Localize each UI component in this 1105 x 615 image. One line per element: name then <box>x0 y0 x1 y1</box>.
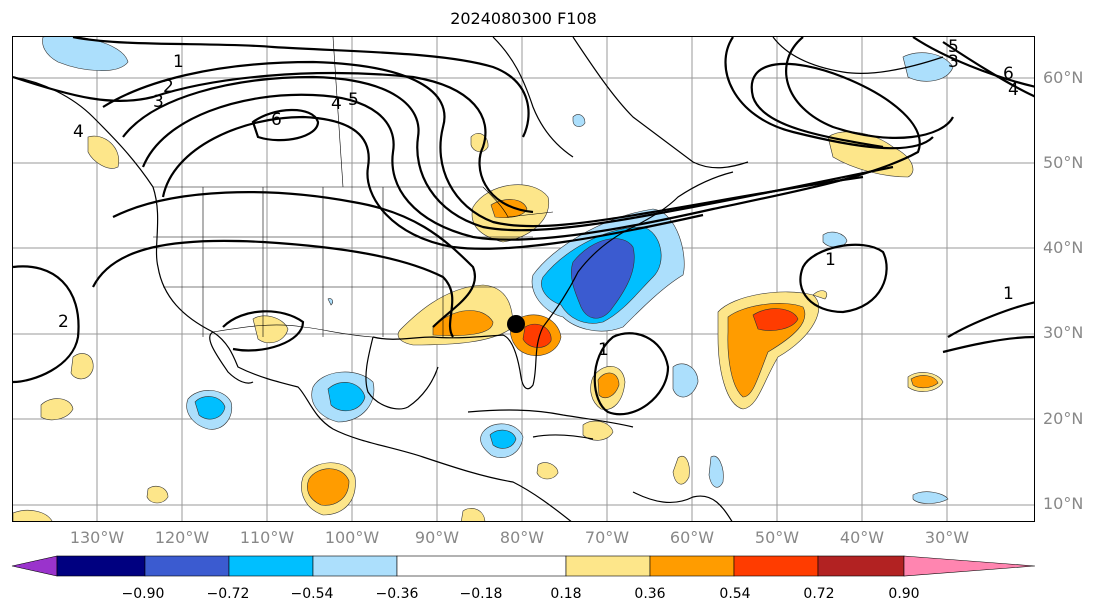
lat-label: 20°N <box>1043 409 1084 428</box>
colorbar-segment <box>396 555 567 577</box>
storm-center-marker <box>507 315 525 333</box>
contour-label: 2 <box>163 77 174 97</box>
lat-label: 10°N <box>1043 494 1084 513</box>
lon-label: 110°W <box>239 528 295 547</box>
contour-label: 1 <box>173 52 184 72</box>
lon-label: 70°W <box>584 528 630 547</box>
colorbar-extend-low <box>11 555 58 577</box>
height-contours <box>13 37 1034 416</box>
colorbar-tick: 0.72 <box>803 586 835 602</box>
colorbar-tick: −0.90 <box>121 586 165 602</box>
lon-label: 50°W <box>754 528 800 547</box>
lat-label: 30°N <box>1043 323 1084 342</box>
contour-label: 4 <box>1008 80 1019 100</box>
colorbar-segment <box>144 555 230 577</box>
contour-label: 5 <box>348 90 359 110</box>
colorbar-tick: −0.36 <box>375 586 419 602</box>
lon-label: 130°W <box>69 528 125 547</box>
map-panel: 1 2 3 6 5 4 6 5 4 3 4 2 1 1 1 <box>12 36 1035 522</box>
colorbar-segment <box>733 555 819 577</box>
contour-label: 1 <box>825 250 836 270</box>
colorbar-segment <box>56 555 146 577</box>
lat-label: 40°N <box>1043 238 1084 257</box>
colorbar-extend-high <box>903 555 1036 577</box>
contour-label: 1 <box>1003 284 1014 304</box>
lon-label: 100°W <box>324 528 380 547</box>
contour-label: 1 <box>598 340 609 360</box>
contour-label: 2 <box>58 312 69 332</box>
colorbar-tick: 0.90 <box>888 586 920 602</box>
map-svg: 1 2 3 6 5 4 6 5 4 3 4 2 1 1 1 <box>13 37 1034 521</box>
colorbar-tick: −0.72 <box>206 586 250 602</box>
colorbar-tick: 0.18 <box>550 586 582 602</box>
colorbar-tick: −0.54 <box>290 586 334 602</box>
lon-label: 120°W <box>154 528 210 547</box>
map-title: 2024080300 F108 <box>450 9 597 28</box>
colorbar-segment <box>565 555 651 577</box>
lon-label: 30°W <box>924 528 970 547</box>
contour-label: 3 <box>153 92 164 112</box>
lon-label: 80°W <box>499 528 545 547</box>
colorbar-segment <box>649 555 735 577</box>
colorbar-tick: −0.18 <box>459 586 503 602</box>
lat-label: 60°N <box>1043 68 1084 87</box>
contour-label: 3 <box>948 52 959 72</box>
contour-labels: 1 2 3 6 5 4 6 5 4 3 4 2 1 1 1 <box>58 37 1019 360</box>
political-borders <box>153 37 554 338</box>
colorbar-tick: 0.36 <box>634 586 666 602</box>
contour-label: 6 <box>1003 64 1014 84</box>
colorbar-tick: 0.54 <box>719 586 751 602</box>
lon-label: 40°W <box>839 528 885 547</box>
colorbar-segment <box>817 555 905 577</box>
contour-label: 6 <box>271 110 282 130</box>
colorbar-segment <box>312 555 398 577</box>
contour-label: 5 <box>948 37 959 57</box>
contour-label: 4 <box>73 122 84 142</box>
lat-label: 50°N <box>1043 153 1084 172</box>
anomaly-shading <box>13 37 954 521</box>
coastlines <box>13 37 944 521</box>
lon-label: 90°W <box>414 528 460 547</box>
colorbar <box>11 555 1036 577</box>
colorbar-segment <box>228 555 314 577</box>
contour-label: 4 <box>331 94 342 114</box>
graticule <box>13 37 1034 521</box>
lon-label: 60°W <box>669 528 715 547</box>
